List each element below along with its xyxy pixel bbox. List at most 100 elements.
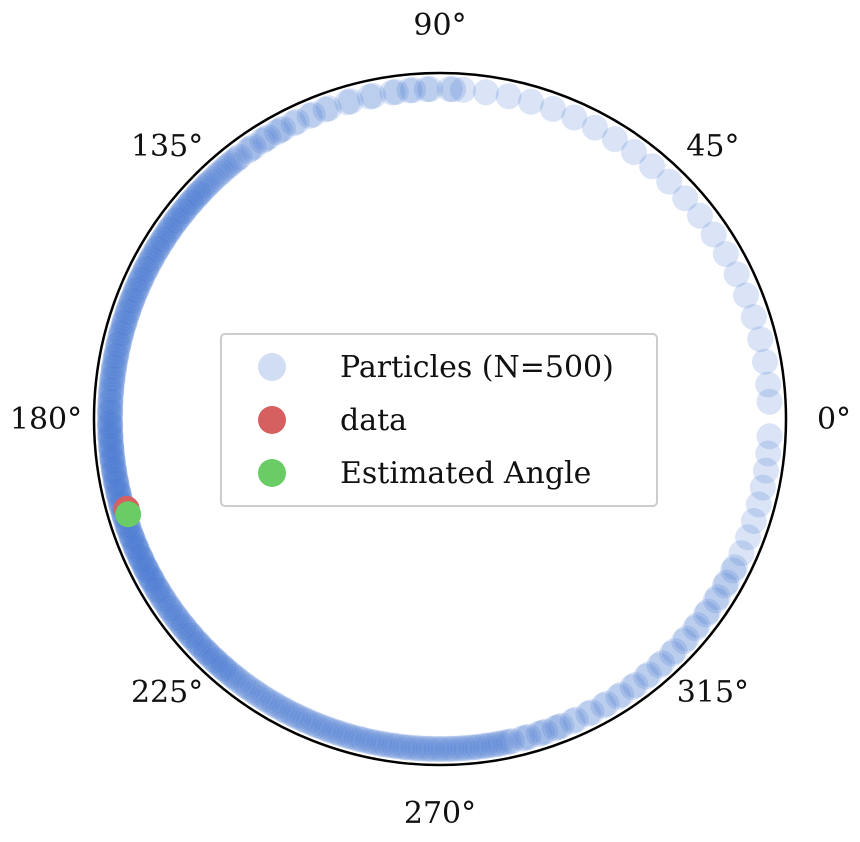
- particle-point: [723, 261, 750, 288]
- particle-point: [99, 366, 126, 393]
- particle-point: [98, 437, 125, 464]
- particle-point: [106, 327, 133, 354]
- particle-point: [101, 459, 128, 486]
- particle-point: [154, 592, 181, 618]
- particle-point: [180, 186, 207, 213]
- particle-point: [334, 89, 361, 116]
- particle-point: [178, 622, 205, 649]
- particle-point: [185, 181, 212, 208]
- particle-point: [217, 151, 244, 177]
- particle-point: [495, 83, 522, 110]
- particle-point: [252, 126, 279, 153]
- particle-point: [206, 160, 233, 187]
- particle-point: [128, 547, 155, 574]
- particle-point: [142, 239, 169, 266]
- particle-point: [168, 610, 194, 637]
- particle-point: [240, 133, 267, 160]
- particle-point: [100, 358, 127, 385]
- particle-point: [103, 343, 129, 370]
- particle-point: [649, 650, 676, 677]
- tick-label-90: 90°: [413, 8, 466, 43]
- particle-point: [636, 661, 662, 688]
- particle-point: [208, 158, 235, 185]
- particle-point: [136, 249, 163, 276]
- particle-point: [296, 102, 323, 129]
- particle-point: [512, 724, 539, 751]
- particle-point: [143, 236, 170, 263]
- particle-point: [210, 654, 237, 681]
- particle-point: [223, 146, 250, 172]
- particle-point: [704, 584, 731, 611]
- particle-point: [98, 435, 125, 462]
- tick-label-315: 315°: [677, 675, 749, 710]
- particle-point: [146, 579, 173, 606]
- particle-point: [116, 294, 143, 321]
- particle-point: [97, 399, 124, 426]
- particle-point: [218, 662, 245, 689]
- particle-point: [108, 321, 135, 348]
- particle-point: [190, 175, 217, 202]
- particle-point: [436, 76, 463, 103]
- particle-point: [99, 369, 125, 396]
- particle-point: [413, 76, 440, 103]
- particle-point: [173, 616, 200, 643]
- particle-point: [152, 222, 179, 249]
- particle-point: [499, 728, 525, 755]
- particle-point: [721, 554, 748, 581]
- particle-point: [138, 567, 165, 593]
- particle-point: [107, 324, 134, 351]
- particle-point: [134, 252, 161, 279]
- particle-point: [170, 197, 197, 224]
- particle-point: [656, 168, 683, 195]
- particle-point: [713, 569, 740, 596]
- particle-point: [336, 723, 362, 750]
- particle-point: [186, 631, 212, 658]
- particle-point: [150, 586, 177, 613]
- particle-point: [97, 422, 124, 449]
- particle-point: [671, 628, 698, 655]
- particle-point: [97, 429, 124, 455]
- particle-point: [711, 572, 738, 599]
- particle-point: [476, 732, 503, 759]
- particle-point: [126, 270, 153, 297]
- particle-point: [735, 524, 762, 551]
- particle-point: [97, 417, 124, 444]
- particle-point: [395, 734, 422, 761]
- particle-point: [113, 302, 140, 329]
- particle-point: [100, 361, 126, 388]
- particle-point: [529, 719, 555, 746]
- particle-point: [100, 455, 127, 482]
- particle-point: [285, 704, 312, 731]
- particle-point: [102, 466, 129, 493]
- particle-point: [312, 96, 339, 123]
- particle-point: [314, 716, 341, 743]
- particle-point: [317, 717, 344, 744]
- particle-point: [99, 365, 126, 392]
- particle-point: [177, 189, 204, 216]
- particle-point: [299, 101, 326, 128]
- particle-point: [559, 708, 586, 735]
- particle-point: [321, 718, 348, 745]
- particle-point: [103, 470, 130, 497]
- particle-point: [267, 117, 293, 144]
- particle-point: [601, 126, 628, 153]
- particle-point: [188, 178, 215, 204]
- particle-point: [110, 313, 137, 340]
- particle-point: [700, 221, 727, 248]
- particle-point: [350, 727, 377, 753]
- particle-point: [97, 425, 124, 452]
- particle-point: [97, 406, 123, 432]
- particle-point: [150, 225, 177, 252]
- particle-point: [163, 206, 190, 233]
- particle-point: [255, 687, 282, 714]
- particle-point: [99, 445, 126, 472]
- particle-point: [306, 713, 333, 740]
- particle-point: [193, 173, 220, 200]
- tick-label-45: 45°: [686, 129, 739, 164]
- particle-point: [226, 143, 253, 170]
- particle-point: [492, 729, 519, 756]
- particle-point: [361, 729, 388, 756]
- particle-point: [129, 262, 156, 289]
- particle-point: [740, 508, 767, 534]
- particle-point: [102, 463, 128, 490]
